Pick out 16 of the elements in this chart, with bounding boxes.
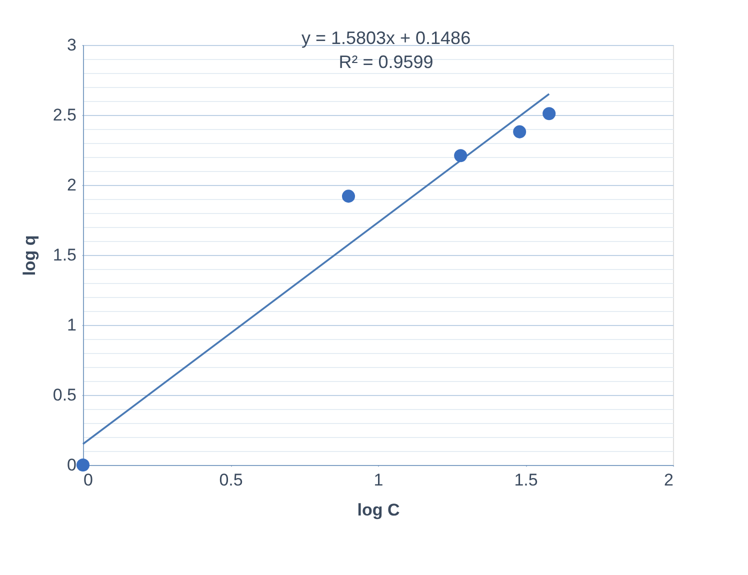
- y-tick-label: 2.5: [52, 106, 76, 124]
- y-tick-label: 1.5: [52, 246, 76, 264]
- x-tick-label: 1.5: [514, 470, 538, 490]
- y-axis-title: log q: [20, 235, 39, 276]
- x-tick-label: 0: [84, 470, 93, 490]
- x-axis-title: log C: [357, 500, 400, 520]
- annotation: y = 1.5803x + 0.1486: [301, 28, 471, 48]
- y-tick-label: 0.5: [52, 386, 76, 404]
- x-tick-label: 2: [664, 470, 674, 490]
- annotation: R² = 0.9599: [338, 52, 434, 72]
- x-tick-label: 1: [374, 470, 384, 490]
- x-tick-label: 0.5: [219, 470, 243, 490]
- y-tick-label: 1: [67, 316, 76, 334]
- y-tick-label: 3: [67, 36, 76, 54]
- y-tick-label: 0: [67, 456, 76, 474]
- y-tick-label: 2: [67, 176, 76, 194]
